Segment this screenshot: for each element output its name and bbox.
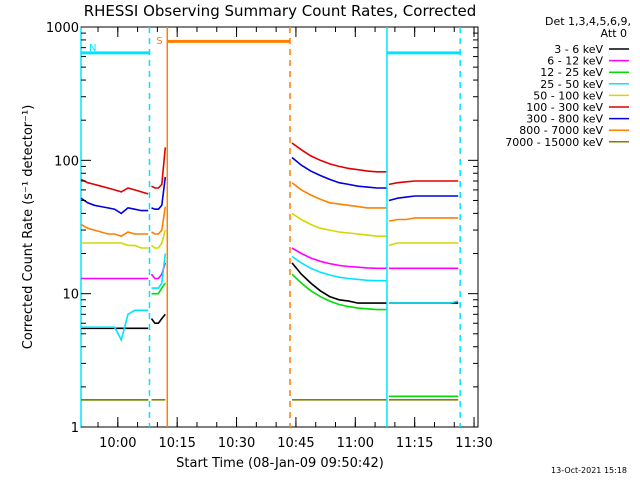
series-line-100-300-kev — [151, 147, 167, 189]
intervals-layer: NS — [80, 27, 461, 427]
series-line-3-6-kev — [150, 313, 166, 325]
series-line-300-800-kev — [151, 176, 167, 210]
saa-flag: S — [156, 36, 162, 47]
footer-date: 13-Oct-2021 15:18 — [551, 466, 627, 475]
legend-label: 3 - 6 keV — [554, 43, 603, 56]
y-tick-label: 1 — [71, 421, 79, 436]
legend-label: 25 - 50 keV — [540, 78, 603, 91]
series-line-300-800-kev — [388, 195, 459, 202]
y-tick-label: 100 — [54, 154, 79, 169]
x-tick-label: 10:30 — [218, 436, 255, 451]
series-line-12-25-kev — [151, 282, 166, 295]
legend-label: 7000 - 15000 keV — [505, 136, 603, 149]
series-line-300-800-kev — [291, 156, 387, 189]
legend-header-line-1: Det 1,3,4,5,6,9, — [545, 15, 631, 28]
series-line-100-300-kev — [80, 178, 149, 195]
plot-frame — [80, 26, 479, 428]
series-line-800-7000-kev — [388, 217, 459, 222]
y-axis: 1 10 100 1000 — [46, 21, 478, 436]
chart-title: RHESSI Observing Summary Count Rates, Co… — [84, 2, 477, 20]
series-line-3-6-kev — [291, 262, 387, 304]
series-line-100-300-kev — [388, 180, 459, 186]
series-line-25-50-kev — [81, 309, 149, 343]
series-line-800-7000-kev — [80, 223, 149, 238]
series-line-800-7000-kev — [151, 206, 167, 235]
y-axis-label: Corrected Count Rate (s⁻¹ detector⁻¹) — [21, 105, 36, 350]
x-tick-label: 11:15 — [396, 436, 433, 451]
series-line-300-800-kev — [80, 197, 149, 215]
x-tick-label: 11:00 — [337, 436, 374, 451]
legend-label: 12 - 25 keV — [540, 66, 603, 79]
series-line-25-50-kev — [151, 253, 167, 289]
x-tick-label: 10:00 — [99, 436, 136, 451]
series-line-50-100-kev — [291, 212, 387, 237]
series-line-50-100-kev — [151, 229, 167, 249]
series-line-50-100-kev — [388, 242, 459, 247]
legend-label: 300 - 800 keV — [526, 113, 603, 126]
series-line-6-12-kev — [291, 247, 387, 270]
series-line-25-50-kev — [388, 300, 459, 304]
y-tick-label: 1000 — [46, 21, 79, 36]
x-tick-label: 10:45 — [277, 436, 314, 451]
series-layer — [80, 142, 459, 401]
y-tick-label: 10 — [62, 288, 79, 303]
x-axis-label: Start Time (08-Jan-09 09:50:42) — [176, 456, 384, 471]
series-line-100-300-kev — [291, 142, 387, 173]
legend-label: 800 - 7000 keV — [519, 124, 603, 137]
series-line-800-7000-kev — [291, 182, 387, 209]
series-line-12-25-kev — [291, 273, 387, 311]
legend-label: 6 - 12 keV — [547, 55, 603, 68]
x-tick-label: 11:30 — [455, 436, 492, 451]
x-tick-label: 10:15 — [158, 436, 195, 451]
night-flag: N — [89, 43, 96, 54]
series-line-25-50-kev — [291, 255, 387, 282]
legend-label: 100 - 300 keV — [526, 101, 603, 114]
series-line-50-100-kev — [81, 242, 149, 249]
x-axis: 10:00 10:15 10:30 10:45 11:00 11:15 11:30 — [97, 27, 493, 451]
legend-label: 50 - 100 keV — [533, 89, 603, 102]
legend-header-line-2: Att 0 — [601, 27, 627, 40]
